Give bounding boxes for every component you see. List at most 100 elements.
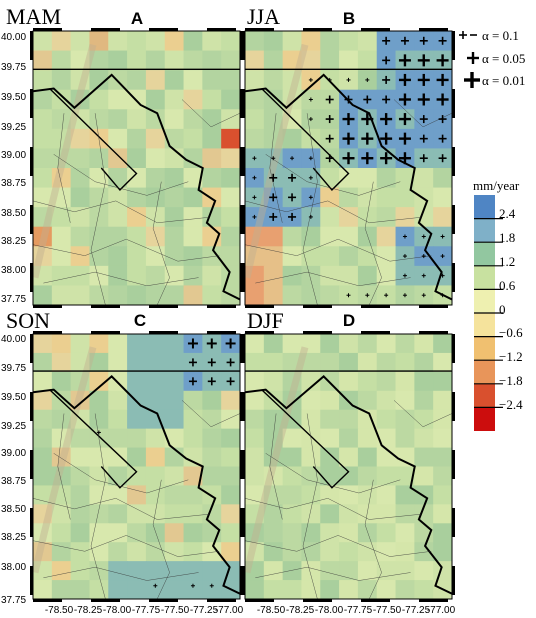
significance-plus-icon (438, 115, 447, 124)
trend-cell (89, 168, 109, 189)
graticule-tick (245, 28, 274, 31)
trend-cell (301, 50, 321, 71)
trend-cell (33, 523, 53, 543)
trend-cell (183, 561, 203, 581)
significance-plus-icon (417, 73, 430, 86)
trend-cell (51, 409, 72, 430)
trend-cell (164, 523, 185, 543)
trend-cell (221, 466, 240, 487)
trend-cell (183, 390, 203, 411)
trend-cell (70, 285, 91, 305)
trend-cell (89, 50, 109, 71)
trend-cell (127, 428, 147, 449)
trend-cell (263, 485, 284, 505)
x-tick-label: -78.25 (74, 605, 103, 616)
significance-plus-icon (438, 134, 447, 143)
trend-cell (376, 466, 397, 487)
trend-cell (357, 428, 378, 449)
significance-plus-icon (417, 54, 430, 67)
y-tick-label: 39.75 (1, 363, 26, 374)
significance-plus-icon (96, 430, 101, 435)
significance-plus-icon (361, 152, 374, 165)
trend-cell (183, 580, 203, 599)
trend-cell (108, 409, 128, 430)
trend-cell (51, 542, 72, 562)
trend-cell (183, 128, 203, 150)
trend-cell (221, 504, 240, 524)
trend-cell (263, 70, 284, 91)
trend-cell (339, 352, 359, 373)
trend-cell (108, 148, 128, 169)
significance-plus-icon (188, 358, 197, 367)
trend-cell (282, 50, 303, 71)
significance-plus-icon (325, 154, 334, 163)
trend-cell (395, 390, 415, 411)
trend-cell (70, 128, 91, 150)
trend-cell (164, 109, 185, 130)
county-line (53, 453, 189, 494)
graticule-tick (30, 334, 33, 363)
significance-plus-icon (398, 132, 411, 145)
significance-plus-icon (308, 77, 313, 82)
y-tick-label: 39.25 (1, 122, 26, 133)
trend-cell (89, 561, 109, 581)
trend-cell (395, 352, 415, 373)
graticule-tick (33, 305, 62, 308)
trend-cell (89, 352, 109, 373)
trend-cell (108, 466, 128, 487)
significance-plus-icon (269, 193, 278, 202)
trend-cell (89, 207, 109, 228)
trend-cell (414, 561, 434, 581)
trend-cell (89, 70, 109, 91)
trend-cell (357, 334, 378, 354)
river-boundary (245, 73, 452, 301)
trend-cell (339, 409, 359, 430)
trend-cell (245, 447, 265, 468)
trend-cell (33, 265, 53, 287)
trend-cell (51, 285, 72, 305)
significance-plus-icon (365, 293, 370, 298)
county-line (57, 413, 71, 520)
trend-cell (183, 428, 203, 449)
trend-cell (51, 109, 72, 130)
trend-cell (127, 187, 147, 208)
significance-plus-icon (308, 156, 313, 161)
trend-cell (357, 466, 378, 487)
trend-cell (108, 447, 128, 468)
trend-cell (282, 390, 303, 411)
trend-cell (301, 390, 321, 411)
trend-cell (89, 89, 109, 110)
trend-cell (202, 265, 222, 287)
trend-cell (245, 109, 265, 130)
trend-cell (320, 50, 340, 71)
significance-plus-icon (206, 338, 217, 349)
trend-cell (183, 226, 203, 247)
trend-cell (145, 334, 166, 354)
significance-plus-icon (382, 56, 391, 65)
trend-cell (89, 187, 109, 208)
trend-cell (70, 89, 91, 110)
trend-cell (433, 409, 452, 430)
trend-cell (183, 466, 203, 487)
significance-plus-icon (153, 583, 158, 588)
trend-cell (433, 207, 452, 228)
graticule-tick (207, 331, 236, 334)
trend-cell (70, 580, 91, 599)
graticule-tick (242, 450, 245, 479)
trend-cell (263, 334, 284, 354)
graticule-tick (419, 305, 448, 308)
trend-cell (164, 542, 185, 562)
trend-cell (164, 246, 185, 267)
trend-cell (221, 409, 240, 430)
county-line (90, 113, 106, 305)
significance-plus-icon (308, 97, 313, 102)
trend-cell (395, 207, 415, 228)
panel-b-jja: JJA B (242, 4, 455, 308)
trend-cell (89, 285, 109, 305)
panel-d-djf: DJF D (242, 308, 455, 602)
trend-cell (164, 580, 185, 599)
trend-cell (433, 428, 452, 449)
trend-cell (145, 70, 166, 91)
trend-cell (202, 70, 222, 91)
significance-plus-icon (402, 273, 407, 278)
